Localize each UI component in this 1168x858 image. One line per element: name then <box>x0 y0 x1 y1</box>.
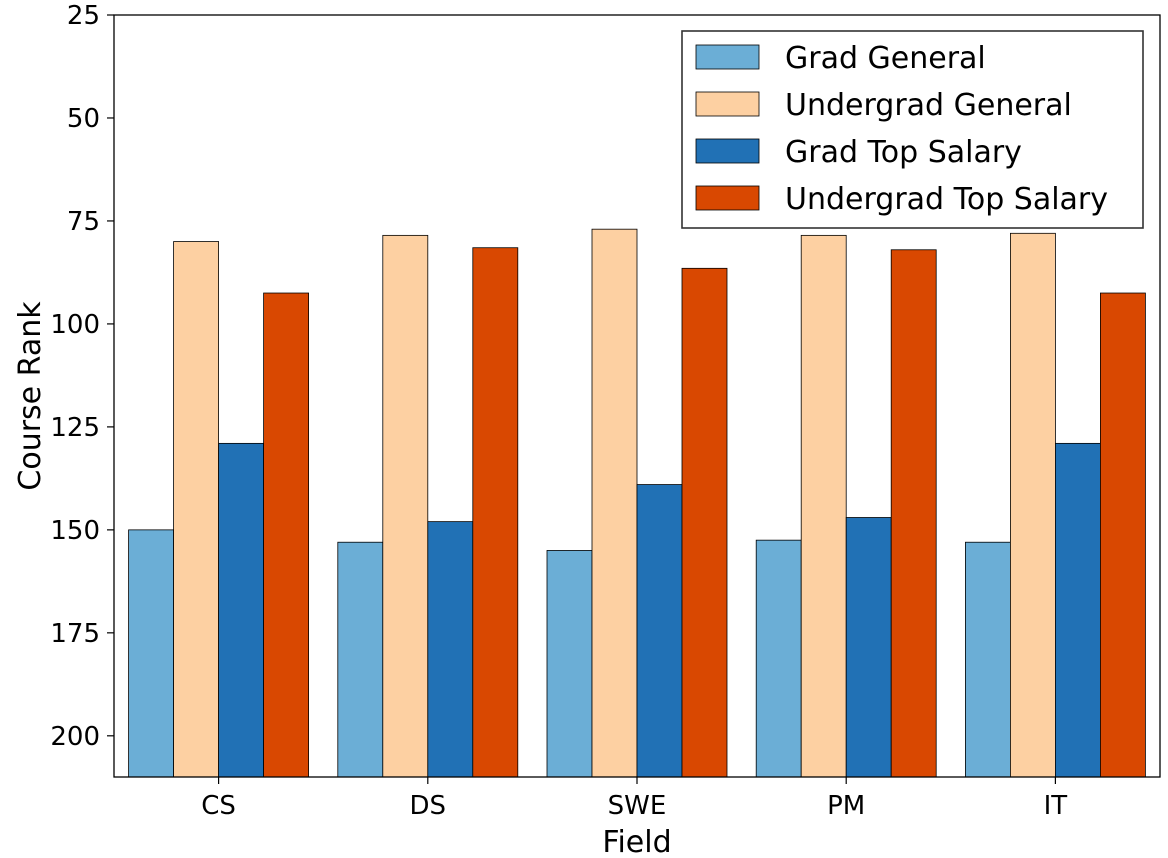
y-tick-label: 125 <box>50 413 100 443</box>
x-axis: CS DS SWE PM IT <box>201 777 1067 821</box>
y-tick-label: 150 <box>50 516 100 546</box>
bar-ds-grad-general <box>337 541 384 778</box>
legend-label: Undergrad General <box>785 88 1072 123</box>
y-tick-label: 25 <box>67 1 100 31</box>
bar-pm-undergrad-general <box>800 234 847 778</box>
legend-label: Grad General <box>785 41 986 76</box>
bar-swe-grad-general <box>546 550 593 778</box>
bar-swe-grad-top-salary <box>636 484 683 778</box>
x-tick-label: CS <box>201 791 236 821</box>
y-tick-label: 200 <box>50 722 100 752</box>
bar-swe-undergrad-general <box>591 228 638 778</box>
bar-it-undergrad-top-salary <box>1100 292 1146 778</box>
y-axis: 25 50 75 100 125 150 175 200 <box>50 1 114 752</box>
bar-cs-grad-general <box>128 529 175 778</box>
legend-label: Grad Top Salary <box>785 135 1022 170</box>
bar-swe-undergrad-top-salary <box>681 267 728 778</box>
x-tick-label: IT <box>1044 791 1068 821</box>
bar-it-grad-top-salary <box>1055 442 1101 778</box>
bar-pm-grad-general <box>755 539 802 778</box>
bars-group <box>128 228 1146 778</box>
y-tick-label: 50 <box>67 104 100 134</box>
bar-cs-undergrad-general <box>173 241 220 778</box>
y-tick-label: 100 <box>50 310 100 340</box>
legend-swatch <box>695 44 760 70</box>
bar-cs-grad-top-salary <box>218 442 265 778</box>
legend-swatch <box>695 185 760 211</box>
bar-ds-grad-top-salary <box>427 521 474 778</box>
y-tick-label: 75 <box>67 207 100 237</box>
bar-it-grad-general <box>965 541 1011 778</box>
bar-ds-undergrad-general <box>382 234 429 778</box>
bar-cs-undergrad-top-salary <box>263 292 310 778</box>
legend-swatch <box>695 138 760 164</box>
bar-pm-grad-top-salary <box>845 517 892 778</box>
x-tick-label: PM <box>827 791 865 821</box>
x-axis-label: Field <box>602 825 671 858</box>
y-axis-label: Course Rank <box>13 301 48 491</box>
bar-pm-undergrad-top-salary <box>890 249 937 778</box>
x-tick-label: SWE <box>608 791 667 821</box>
bar-it-undergrad-general <box>1010 232 1056 778</box>
legend-swatch <box>695 91 760 117</box>
y-tick-label: 175 <box>50 619 100 649</box>
x-tick-label: DS <box>410 791 447 821</box>
legend-label: Undergrad Top Salary <box>785 182 1108 217</box>
legend: Grad General Undergrad General Grad Top Sa… <box>681 30 1144 229</box>
bar-ds-undergrad-top-salary <box>472 247 519 778</box>
